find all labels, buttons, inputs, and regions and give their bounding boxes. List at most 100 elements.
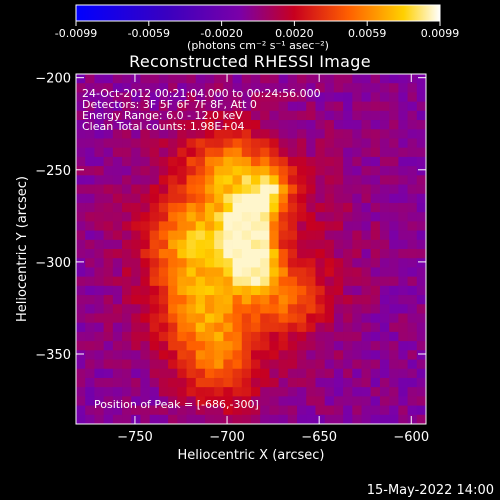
heatmap-cell — [407, 276, 418, 287]
heatmap-cell — [324, 221, 335, 231]
heatmap-cell — [324, 212, 335, 222]
heatmap-cell — [407, 230, 418, 241]
heatmap-cell — [260, 83, 270, 93]
heatmap-cell — [370, 184, 381, 195]
heatmap-cell — [223, 396, 233, 406]
heatmap-cell — [324, 74, 335, 84]
heatmap-cell — [158, 239, 169, 250]
heatmap-cell — [94, 359, 105, 370]
heatmap-cell — [269, 295, 280, 305]
heatmap-cell — [398, 313, 408, 324]
heatmap-cell — [177, 267, 187, 278]
heatmap-cell — [214, 331, 224, 342]
heatmap-cell — [122, 396, 132, 406]
heatmap-cell — [278, 322, 289, 333]
heatmap-cell — [195, 120, 206, 130]
heatmap-cell — [232, 276, 243, 287]
heatmap-cell — [416, 396, 427, 406]
heatmap-cell — [76, 147, 86, 158]
heatmap-cell — [94, 276, 105, 287]
heatmap-cell — [343, 120, 353, 130]
heatmap-cell — [85, 156, 95, 167]
heatmap-cell — [370, 285, 381, 296]
heatmap-cell — [131, 341, 141, 351]
heatmap-cell — [333, 230, 344, 241]
heatmap-cell — [204, 110, 215, 121]
heatmap-cell — [379, 138, 390, 149]
heatmap-cell — [232, 110, 243, 121]
heatmap-cell — [76, 350, 86, 360]
heatmap-cell — [94, 341, 105, 351]
heatmap-cell — [389, 230, 399, 241]
heatmap-cell — [168, 267, 178, 278]
heatmap-cell — [398, 156, 408, 167]
heatmap-cell — [389, 387, 399, 397]
heatmap-cell — [333, 331, 344, 342]
heatmap-cell — [232, 377, 243, 388]
heatmap-cell — [287, 175, 298, 185]
heatmap-cell — [140, 166, 151, 176]
heatmap-cell — [112, 350, 123, 360]
heatmap-cell — [168, 202, 178, 213]
heatmap-cell — [195, 396, 206, 406]
heatmap-cell — [297, 322, 307, 333]
heatmap-cell — [297, 202, 307, 213]
heatmap-cell — [76, 239, 86, 250]
heatmap-cell — [223, 92, 233, 103]
heatmap-cell — [398, 230, 408, 241]
heatmap-cell — [94, 249, 105, 259]
heatmap-cell — [269, 74, 280, 84]
heatmap-cell — [306, 175, 316, 185]
heatmap-cell — [214, 110, 224, 121]
heatmap-cell — [333, 221, 344, 231]
heatmap-cell — [168, 184, 178, 195]
heatmap-cell — [407, 387, 418, 397]
heatmap-cell — [186, 368, 197, 379]
heatmap-cell — [361, 304, 372, 314]
heatmap-cell — [195, 258, 206, 268]
heatmap-cell — [407, 368, 418, 379]
heatmap-cell — [370, 258, 381, 268]
heatmap-cell — [324, 377, 335, 388]
heatmap — [76, 74, 427, 425]
heatmap-cell — [204, 193, 215, 204]
heatmap-cell — [76, 138, 86, 149]
heatmap-cell — [278, 258, 289, 268]
heatmap-cell — [149, 359, 160, 370]
heatmap-cell — [278, 221, 289, 231]
heatmap-cell — [315, 368, 326, 379]
heatmap-cell — [149, 120, 160, 130]
heatmap-cell — [186, 267, 197, 278]
heatmap-cell — [315, 138, 326, 149]
heatmap-cell — [122, 156, 132, 167]
heatmap-cell — [269, 387, 280, 397]
heatmap-cell — [195, 331, 206, 342]
heatmap-cell — [315, 156, 326, 167]
heatmap-cell — [195, 147, 206, 158]
heatmap-cell — [94, 387, 105, 397]
heatmap-cell — [251, 368, 261, 379]
heatmap-cell — [278, 331, 289, 342]
heatmap-cell — [315, 92, 326, 103]
heatmap-cell — [333, 267, 344, 278]
heatmap-cell — [333, 341, 344, 351]
heatmap-cell — [223, 129, 233, 139]
heatmap-cell — [94, 322, 105, 333]
heatmap-cell — [297, 276, 307, 287]
heatmap-cell — [343, 92, 353, 103]
heatmap-cell — [195, 110, 206, 121]
timestamp: 15-May-2022 14:00 — [366, 483, 494, 498]
heatmap-cell — [269, 147, 280, 158]
heatmap-cell — [251, 295, 261, 305]
heatmap-cell — [379, 147, 390, 158]
heatmap-cell — [306, 331, 316, 342]
heatmap-cell — [158, 138, 169, 149]
heatmap-cell — [287, 221, 298, 231]
heatmap-cell — [343, 156, 353, 167]
heatmap-cell — [352, 313, 362, 324]
heatmap-cell — [324, 166, 335, 176]
heatmap-cell — [324, 313, 335, 324]
heatmap-cell — [223, 285, 233, 296]
heatmap-cell — [416, 230, 427, 241]
heatmap-cell — [241, 414, 252, 425]
